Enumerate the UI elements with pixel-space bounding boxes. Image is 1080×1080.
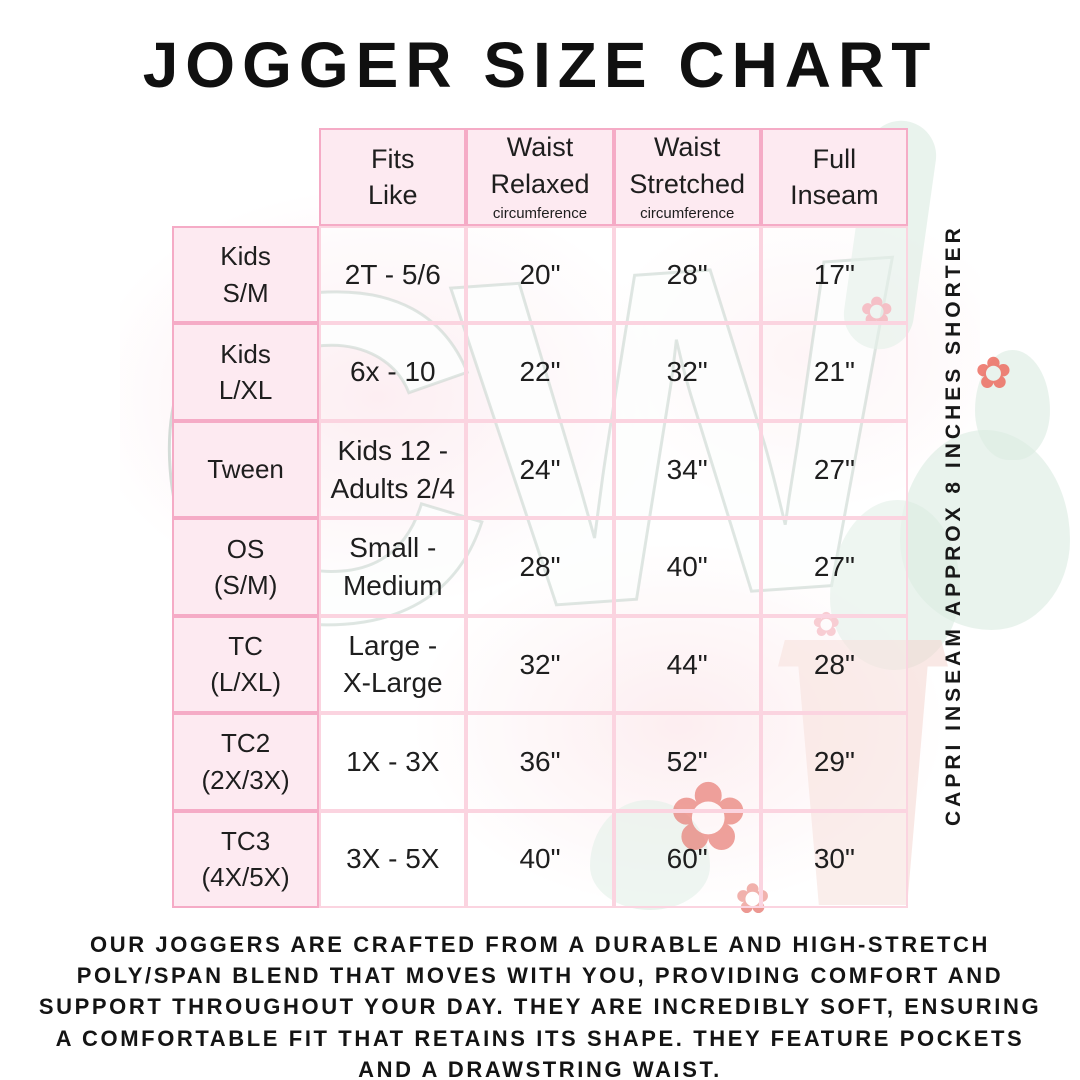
table-cell: 6x - 10 — [319, 323, 467, 421]
table-cell: 24" — [466, 420, 614, 519]
table-cell: 44" — [613, 615, 761, 714]
table-cell: 27" — [760, 518, 908, 616]
table-cell: 34" — [613, 420, 761, 519]
column-header-subtext: circumference — [492, 205, 588, 223]
table-cell: 22" — [466, 323, 614, 421]
row-header: Kids S/M — [172, 226, 320, 324]
corner-empty-cell — [172, 128, 319, 226]
table-cell: 60" — [613, 810, 761, 908]
capri-inseam-note: CAPRI INSEAM APPROX 8 INCHES SHORTER — [942, 224, 965, 826]
table-cell: 32" — [613, 323, 761, 421]
row-header: OS (S/M) — [172, 518, 320, 616]
product-description: OUR JOGGERS ARE CRAFTED FROM A DURABLE A… — [38, 932, 1042, 1080]
cactus-illustration — [900, 430, 1070, 630]
row-header: TC3 (4X/5X) — [172, 810, 320, 908]
table-cell: 28" — [466, 518, 614, 616]
table-cell: 29" — [760, 713, 908, 811]
table-cell: 3X - 5X — [319, 810, 467, 908]
flower-icon: ✿ — [975, 349, 1012, 398]
table-cell: 20" — [466, 226, 614, 324]
table-cell: 28" — [613, 226, 761, 324]
table-cell: 27" — [760, 420, 908, 519]
row-header: Tween — [172, 420, 320, 519]
table-cell: Large - X-Large — [319, 615, 467, 714]
column-header-label: Full Inseam — [790, 143, 879, 210]
table-cell: Small - Medium — [319, 518, 467, 616]
cactus-illustration — [975, 350, 1050, 460]
column-header-fits-like: Fits Like — [319, 128, 467, 226]
column-header-subtext: circumference — [640, 205, 735, 223]
table-cell: 1X - 3X — [319, 713, 467, 811]
column-header-waist-stretched: Waist Stretched circumference — [613, 128, 761, 226]
column-header-label: Waist Stretched — [629, 132, 745, 199]
table-cell: 40" — [613, 518, 761, 616]
table-cell: 21" — [760, 323, 908, 421]
table-cell: 36" — [466, 713, 614, 811]
table-cell: 52" — [613, 713, 761, 811]
column-header-full-inseam: Full Inseam — [760, 128, 908, 226]
page-title: JOGGER SIZE CHART — [142, 29, 938, 101]
table-cell: 32" — [466, 615, 614, 714]
row-header: TC2 (2X/3X) — [172, 713, 320, 811]
row-header: Kids L/XL — [172, 323, 320, 421]
table-cell: Kids 12 - Adults 2/4 — [319, 420, 467, 519]
column-header-label: Fits Like — [368, 143, 418, 210]
table-cell: 30" — [760, 810, 908, 908]
table-cell: 40" — [466, 810, 614, 908]
column-header-label: Waist Relaxed — [490, 132, 590, 199]
table-cell: 17" — [760, 226, 908, 324]
row-header: TC (L/XL) — [172, 615, 320, 714]
column-header-waist-relaxed: Waist Relaxed circumference — [466, 128, 614, 226]
table-cell: 2T - 5/6 — [319, 226, 467, 324]
table-cell: 28" — [760, 615, 908, 714]
size-chart-table: Fits Like Waist Relaxed circumference Wa… — [172, 128, 908, 908]
